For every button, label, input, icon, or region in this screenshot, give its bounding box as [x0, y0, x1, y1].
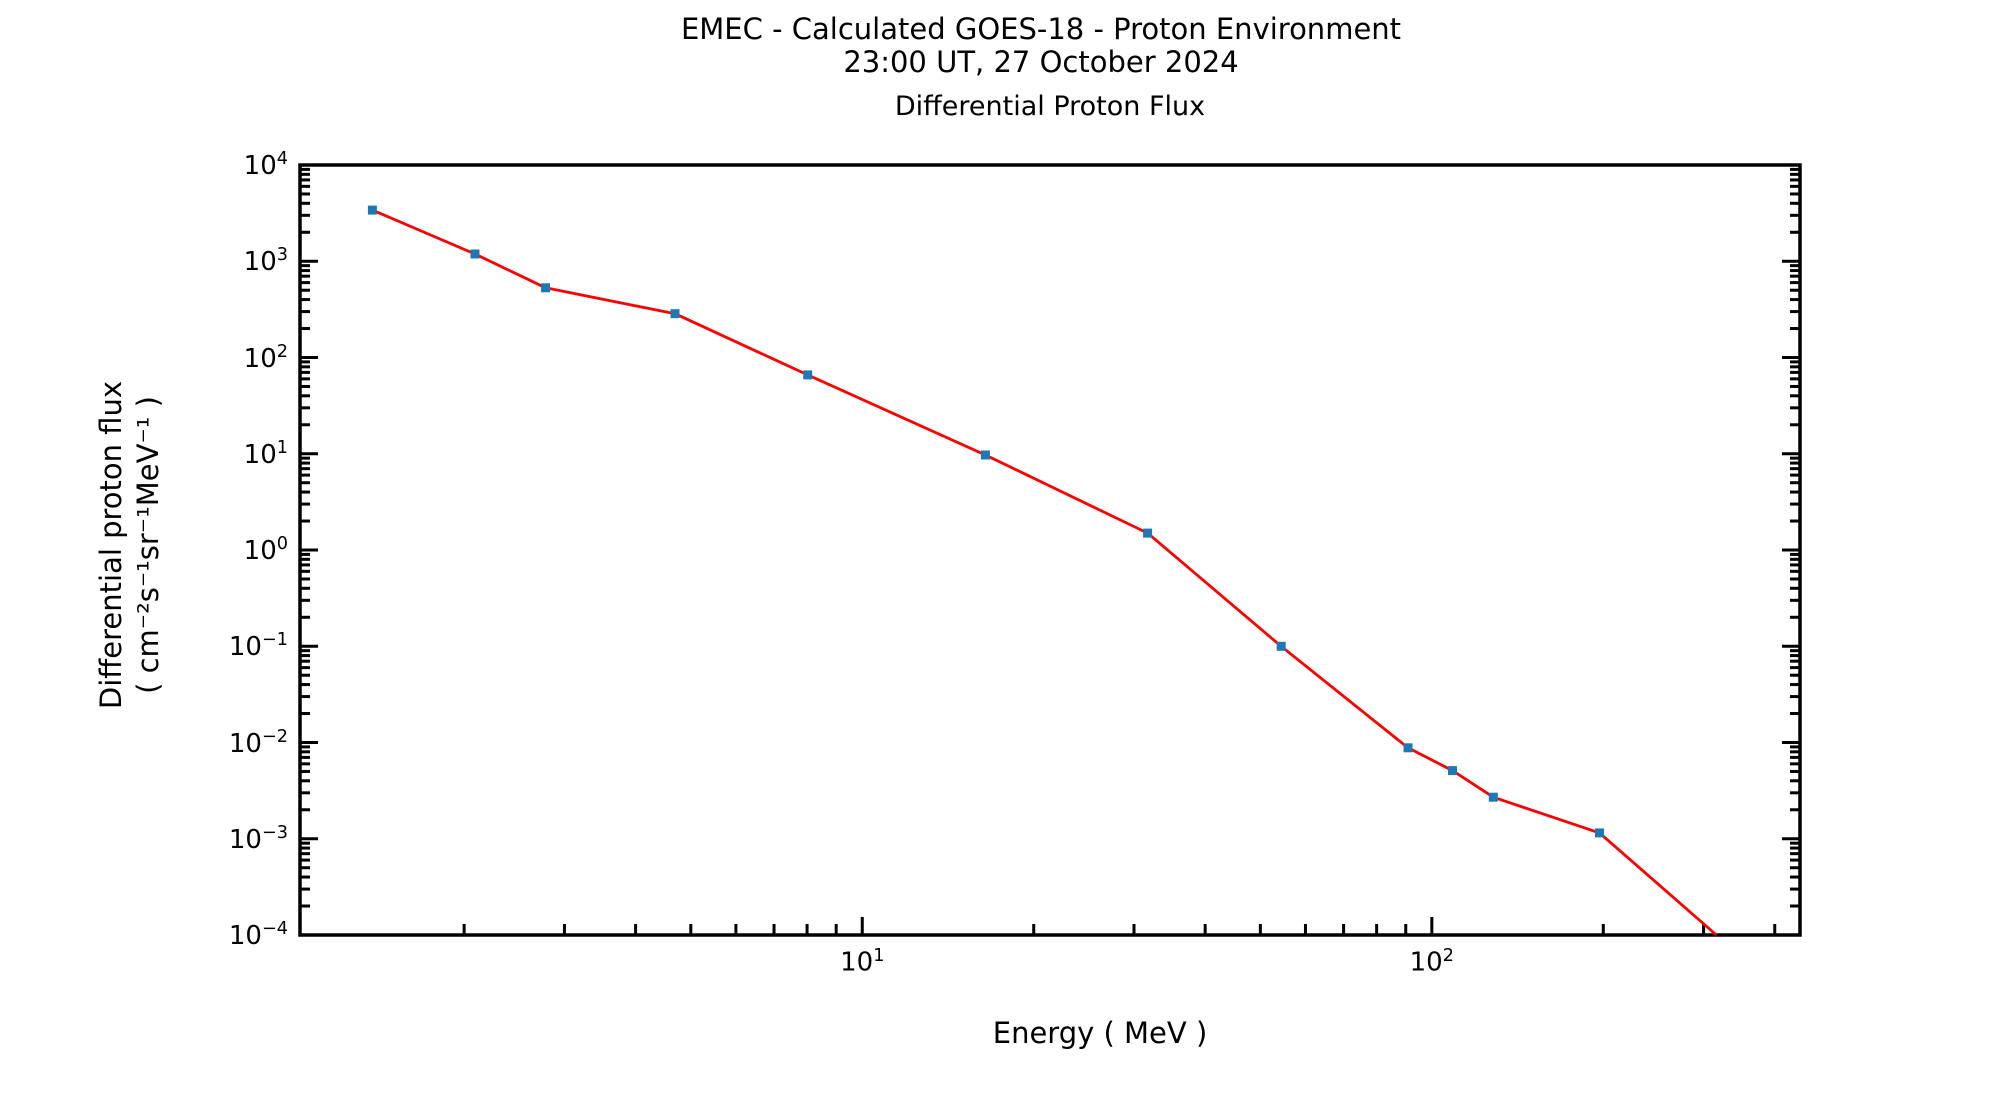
y-tick-label: 101 — [243, 437, 288, 470]
y-tick-label: 103 — [243, 245, 288, 278]
data-point-marker — [541, 283, 551, 293]
y-tick-label: 102 — [243, 341, 288, 374]
data-point-marker — [1143, 528, 1153, 538]
y-tick-label: 10−3 — [228, 822, 288, 855]
data-point-marker — [1488, 792, 1498, 802]
y-tick-label: 10−4 — [228, 919, 288, 951]
y-tick-label: 100 — [243, 534, 288, 566]
data-point-marker — [1403, 743, 1413, 753]
y-tick-label: 10−1 — [228, 630, 288, 663]
data-point-marker — [670, 309, 680, 319]
data-point-marker — [1595, 828, 1604, 838]
y-tick-label: 10−2 — [228, 726, 288, 759]
data-point-marker — [980, 450, 990, 460]
data-point-marker — [1448, 766, 1457, 776]
flux-line — [371, 208, 1718, 937]
data-point-marker — [367, 205, 377, 215]
y-tick-label: 104 — [243, 149, 288, 181]
data-point-marker — [470, 249, 480, 259]
data-point-marker — [1276, 641, 1286, 651]
plot-border — [298, 163, 1802, 937]
axes-subtitle: Differential Proton Flux — [894, 91, 1206, 122]
x-tick-label: 102 — [1409, 946, 1454, 978]
chart-title-line2: 23:00 UT, 27 October 2024 — [843, 45, 1239, 79]
x-tick-label: 101 — [840, 946, 885, 978]
chart-title-line1: EMEC - Calculated GOES-18 - Proton Envir… — [680, 12, 1402, 46]
data-point-marker — [803, 370, 813, 380]
x-axis-label: Energy ( MeV ) — [992, 1016, 1208, 1050]
